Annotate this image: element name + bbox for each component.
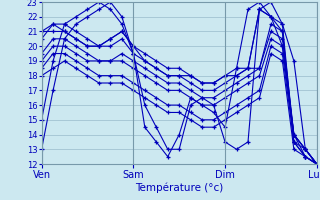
X-axis label: Température (°c): Température (°c) xyxy=(135,182,223,193)
